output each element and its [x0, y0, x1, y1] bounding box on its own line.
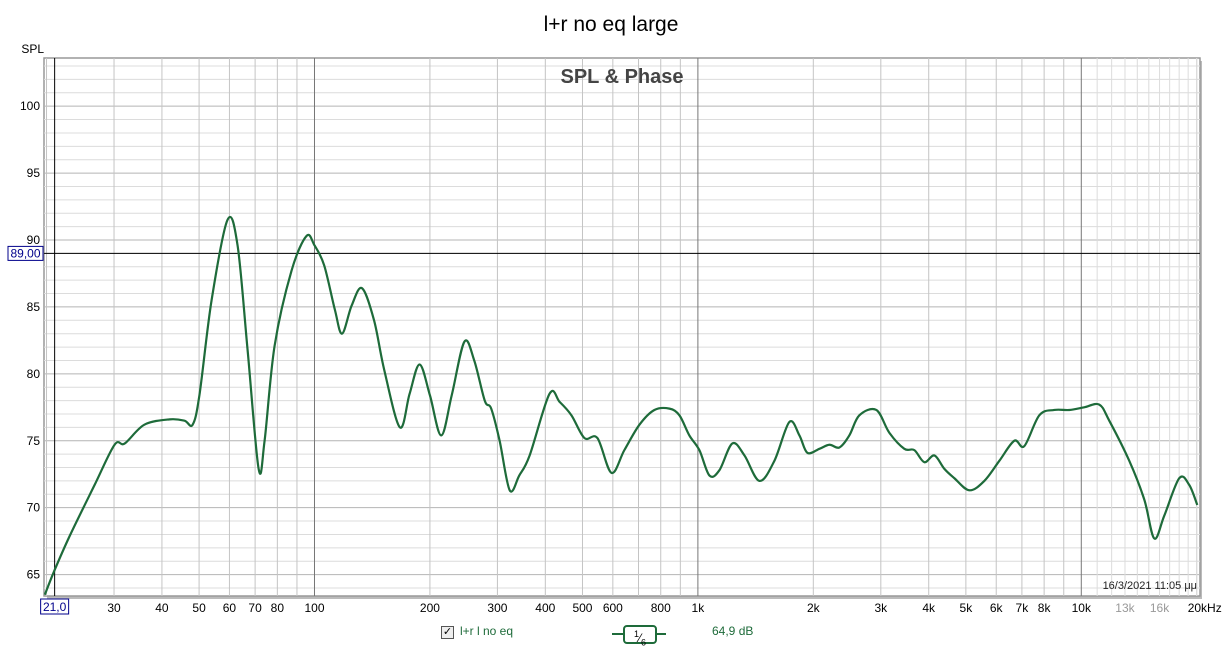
y-tick-label: 65: [27, 568, 41, 582]
series-visibility-checkbox[interactable]: ✓: [441, 626, 454, 639]
x-tick-label: 6k: [990, 601, 1004, 615]
timestamp: 16/3/2021 11:05 μμ: [1103, 580, 1197, 592]
series-line-l-r-no-eq: [43, 215, 1199, 596]
smoothing-button[interactable]: 1⁄6: [612, 625, 666, 647]
x-tick-label: 70: [248, 601, 262, 615]
x-tick-label: 400: [535, 601, 555, 615]
x-tick-label: 500: [572, 601, 592, 615]
x-tick-label: 30: [107, 601, 121, 615]
y-axis-label: SPL: [21, 42, 44, 56]
x-tick-label: 600: [603, 601, 623, 615]
x-tick-label: 40: [155, 601, 169, 615]
x-tick-label: 5k: [960, 601, 974, 615]
cursor-y-readout: 89,00: [10, 246, 40, 260]
x-tick-label: 16k: [1150, 601, 1170, 615]
x-tick-label: 1k: [692, 601, 706, 615]
plot-area[interactable]: [43, 57, 1201, 597]
x-tick-label: 20kHz: [1188, 601, 1222, 615]
x-tick-label: 8k: [1038, 601, 1052, 615]
y-tick-label: 95: [27, 166, 41, 180]
x-tick-label: 2k: [807, 601, 821, 615]
smoothing-label: 1⁄6: [623, 625, 657, 647]
y-tick-label: 75: [27, 434, 41, 448]
x-tick-label: 10k: [1072, 601, 1092, 615]
window-title: l+r no eq large: [544, 13, 679, 36]
y-tick-label: 80: [27, 367, 41, 381]
x-tick-label: 50: [192, 601, 206, 615]
x-tick-label: 7k: [1016, 601, 1030, 615]
x-tick-label: 300: [487, 601, 507, 615]
y-tick-label: 100: [20, 99, 40, 113]
x-tick-label: 13k: [1115, 601, 1135, 615]
x-tick-label: 200: [420, 601, 440, 615]
x-tick-label: 800: [651, 601, 671, 615]
y-tick-label: 90: [27, 233, 41, 247]
x-tick-label: 80: [271, 601, 285, 615]
x-tick-label: 3k: [874, 601, 888, 615]
y-tick-label: 85: [27, 300, 41, 314]
x-tick-label: 60: [223, 601, 237, 615]
legend-series-name: l+r l no eq: [460, 624, 514, 638]
x-tick-label: 4k: [922, 601, 936, 615]
cursor-x-readout: 21,0: [43, 600, 67, 614]
chart-subtitle: SPL & Phase: [560, 66, 683, 88]
x-tick-label: 100: [304, 601, 324, 615]
cursor-y-readout-box: [7, 245, 44, 261]
cursor-x-readout-box: [40, 598, 70, 615]
y-tick-label: 70: [27, 501, 41, 515]
legend-offset-value: 64,9 dB: [712, 624, 754, 638]
